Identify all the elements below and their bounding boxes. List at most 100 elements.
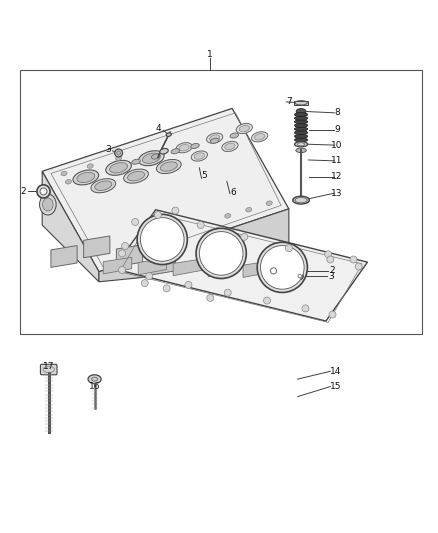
Ellipse shape xyxy=(298,274,301,278)
Ellipse shape xyxy=(266,201,272,205)
Ellipse shape xyxy=(110,163,127,173)
Ellipse shape xyxy=(146,272,152,280)
Polygon shape xyxy=(103,257,132,274)
Ellipse shape xyxy=(206,133,223,143)
Ellipse shape xyxy=(141,280,148,287)
Ellipse shape xyxy=(236,124,252,134)
Ellipse shape xyxy=(176,143,192,153)
Text: 4: 4 xyxy=(156,124,162,133)
Text: 3: 3 xyxy=(105,145,110,154)
Ellipse shape xyxy=(329,311,336,318)
Ellipse shape xyxy=(116,156,122,160)
Polygon shape xyxy=(117,245,143,266)
Ellipse shape xyxy=(325,251,332,258)
Polygon shape xyxy=(42,171,99,282)
Polygon shape xyxy=(173,259,201,276)
Ellipse shape xyxy=(37,185,50,198)
Ellipse shape xyxy=(115,149,123,157)
Ellipse shape xyxy=(127,172,145,181)
Ellipse shape xyxy=(154,212,161,219)
Ellipse shape xyxy=(138,151,164,166)
Ellipse shape xyxy=(88,375,101,384)
Ellipse shape xyxy=(273,251,286,267)
Text: 11: 11 xyxy=(331,156,343,165)
Ellipse shape xyxy=(40,188,47,195)
Ellipse shape xyxy=(209,135,220,141)
Ellipse shape xyxy=(194,153,205,159)
Ellipse shape xyxy=(296,109,306,115)
Text: 1: 1 xyxy=(207,50,213,59)
Ellipse shape xyxy=(61,171,67,176)
Text: 3: 3 xyxy=(329,272,335,280)
Ellipse shape xyxy=(224,289,231,296)
Ellipse shape xyxy=(293,196,309,204)
Ellipse shape xyxy=(172,207,179,214)
Bar xyxy=(20,70,422,334)
Ellipse shape xyxy=(225,214,231,218)
Ellipse shape xyxy=(122,243,129,249)
Ellipse shape xyxy=(225,143,235,150)
Polygon shape xyxy=(138,258,166,275)
Text: 16: 16 xyxy=(89,382,100,391)
Ellipse shape xyxy=(77,172,95,183)
Ellipse shape xyxy=(271,268,277,274)
Text: 5: 5 xyxy=(201,171,207,180)
Ellipse shape xyxy=(294,131,307,135)
Ellipse shape xyxy=(160,162,177,171)
Ellipse shape xyxy=(302,305,309,312)
Ellipse shape xyxy=(294,112,307,117)
Ellipse shape xyxy=(73,170,99,185)
Ellipse shape xyxy=(152,154,160,159)
Ellipse shape xyxy=(132,159,140,164)
Ellipse shape xyxy=(350,256,357,263)
Text: 14: 14 xyxy=(330,367,342,376)
Ellipse shape xyxy=(210,138,219,143)
Ellipse shape xyxy=(268,265,279,277)
Text: 9: 9 xyxy=(334,125,340,134)
Ellipse shape xyxy=(65,180,71,184)
Ellipse shape xyxy=(87,164,93,168)
Ellipse shape xyxy=(294,138,307,142)
Ellipse shape xyxy=(254,134,265,140)
Ellipse shape xyxy=(294,116,307,120)
Ellipse shape xyxy=(119,250,126,257)
Polygon shape xyxy=(51,246,77,268)
Ellipse shape xyxy=(197,222,204,229)
Ellipse shape xyxy=(327,256,334,263)
Ellipse shape xyxy=(166,133,171,136)
Ellipse shape xyxy=(156,159,181,174)
Ellipse shape xyxy=(91,179,116,193)
Ellipse shape xyxy=(296,148,306,152)
Ellipse shape xyxy=(142,153,160,164)
Ellipse shape xyxy=(294,120,307,124)
Text: 2: 2 xyxy=(330,266,336,276)
Text: 8: 8 xyxy=(334,108,340,117)
Ellipse shape xyxy=(92,377,98,381)
Ellipse shape xyxy=(132,219,139,225)
Text: 15: 15 xyxy=(330,382,342,391)
Ellipse shape xyxy=(42,198,53,211)
Ellipse shape xyxy=(295,198,307,203)
Ellipse shape xyxy=(171,149,180,154)
Ellipse shape xyxy=(355,263,362,270)
Polygon shape xyxy=(113,210,367,321)
Ellipse shape xyxy=(160,149,168,154)
Ellipse shape xyxy=(246,207,252,212)
Ellipse shape xyxy=(297,143,304,146)
Ellipse shape xyxy=(241,233,248,240)
Ellipse shape xyxy=(185,281,192,288)
Text: 10: 10 xyxy=(331,141,343,150)
Ellipse shape xyxy=(141,217,184,261)
Ellipse shape xyxy=(137,214,187,264)
Polygon shape xyxy=(243,261,272,277)
Ellipse shape xyxy=(196,228,246,279)
Ellipse shape xyxy=(294,127,307,131)
Ellipse shape xyxy=(119,266,126,273)
Text: 2: 2 xyxy=(21,187,26,196)
Text: 7: 7 xyxy=(286,98,292,107)
Ellipse shape xyxy=(296,272,303,280)
Ellipse shape xyxy=(264,297,271,304)
Ellipse shape xyxy=(191,143,199,149)
Ellipse shape xyxy=(117,151,120,155)
Text: 6: 6 xyxy=(230,188,236,197)
